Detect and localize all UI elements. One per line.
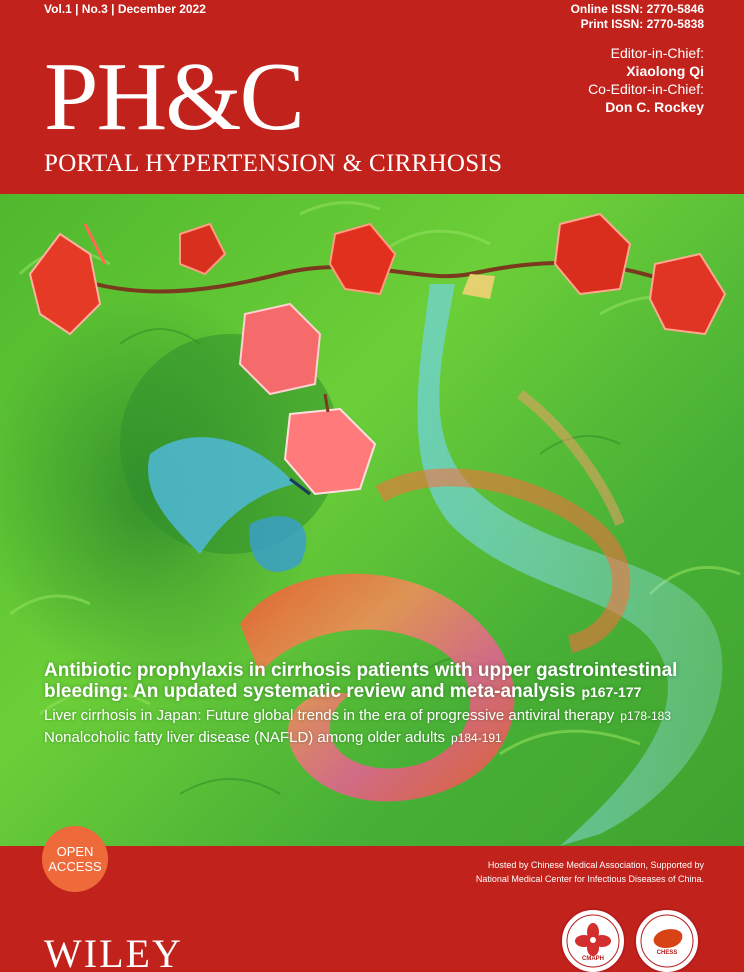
flower-icon (179, 222, 227, 276)
issn-block: Online ISSN: 2770-5846 Print ISSN: 2770-… (571, 2, 704, 32)
hosted-by-note: Hosted by Chinese Medical Association, S… (476, 858, 704, 886)
article-headlines: Antibiotic prophylaxis in cirrhosis pati… (44, 660, 694, 747)
flower-icon (238, 302, 322, 396)
hosted-line-1: Hosted by Chinese Medical Association, S… (487, 860, 704, 870)
chess-liver-icon (640, 914, 694, 968)
seal-1-label: CMAPH (582, 956, 604, 962)
flower-icon (283, 393, 377, 496)
article-item[interactable]: Nonalcoholic fatty liver disease (NAFLD)… (44, 729, 694, 747)
lead-article[interactable]: Antibiotic prophylaxis in cirrhosis pati… (44, 660, 694, 703)
issue-info: Vol.1 | No.3 | December 2022 (44, 2, 206, 16)
journal-name: PORTAL HYPERTENSION & CIRRHOSIS (44, 150, 503, 177)
article-pages: p178-183 (620, 709, 672, 723)
article-pages: p184-191 (451, 731, 502, 745)
editors-block: Editor-in-Chief: Xiaolong Qi Co-Editor-i… (588, 44, 704, 116)
flower-icon (28, 223, 107, 336)
coeditor-name: Don C. Rockey (605, 99, 704, 115)
article-title: Liver cirrhosis in Japan: Future global … (44, 707, 615, 724)
publisher-logo: WILEY (44, 931, 183, 972)
cmaph-seal-icon: CMAPH (560, 908, 626, 972)
lead-article-title: Antibiotic prophylaxis in cirrhosis pati… (44, 660, 678, 702)
seal-2-label: CHESS (656, 950, 678, 956)
cmaph-flower-icon (566, 914, 620, 968)
coeditor-label: Co-Editor-in-Chief: (588, 81, 704, 97)
article-item[interactable]: Liver cirrhosis in Japan: Future global … (44, 707, 694, 725)
flower-icon (648, 252, 727, 336)
flower-icon (328, 222, 397, 296)
chess-seal-icon: CHESS (634, 908, 700, 972)
lead-article-pages: p167-177 (581, 684, 642, 700)
online-issn: Online ISSN: 2770-5846 (570, 2, 704, 16)
butterfly-icon (148, 437, 311, 572)
header-band (0, 0, 744, 194)
print-issn: Print ISSN: 2770-5838 (580, 17, 704, 31)
editor-name: Xiaolong Qi (626, 63, 704, 79)
flower-icon (553, 212, 632, 296)
open-access-badge: OPEN ACCESS (42, 826, 108, 892)
badge-line-2: ACCESS (48, 859, 102, 874)
hosted-line-2: National Medical Center for Infectious D… (475, 874, 704, 884)
color-swirl (240, 573, 515, 802)
journal-logo: PH&C (44, 43, 305, 151)
cover-artwork (0, 194, 744, 846)
badge-line-1: OPEN (56, 844, 94, 859)
artwork-illustration (0, 201, 741, 846)
article-title: Nonalcoholic fatty liver disease (NAFLD)… (44, 729, 446, 746)
editor-label: Editor-in-Chief: (610, 45, 704, 61)
vessel-shape (417, 284, 723, 846)
